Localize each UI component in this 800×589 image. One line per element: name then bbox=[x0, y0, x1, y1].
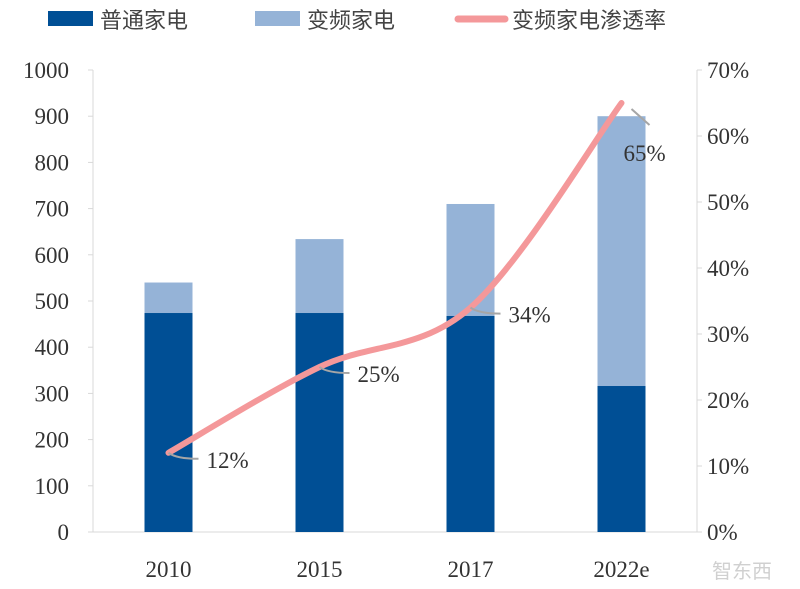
legend-label: 普通家电 bbox=[100, 9, 188, 34]
y-tick-label: 200 bbox=[35, 428, 70, 453]
bar-inverter bbox=[597, 116, 646, 387]
y2-tick-label: 10% bbox=[707, 454, 749, 479]
y2-tick-label: 60% bbox=[707, 124, 749, 149]
y-tick-label: 500 bbox=[35, 289, 70, 314]
legend-label: 变频家电渗透率 bbox=[512, 9, 666, 34]
legend-label: 变频家电 bbox=[307, 9, 395, 34]
y-tick-label: 900 bbox=[35, 104, 70, 129]
y2-tick-label: 50% bbox=[707, 190, 749, 215]
bar-inverter bbox=[144, 282, 193, 314]
x-tick-label: 2017 bbox=[448, 557, 494, 582]
y2-tick-label: 40% bbox=[707, 256, 749, 281]
bar-regular bbox=[446, 315, 495, 532]
x-tick-label: 2010 bbox=[146, 557, 192, 582]
watermark-logo: 智东西 bbox=[712, 559, 772, 583]
y-tick-label: 800 bbox=[35, 150, 70, 175]
y-tick-label: 600 bbox=[35, 243, 70, 268]
bar-regular bbox=[144, 313, 193, 532]
bar-regular bbox=[295, 313, 344, 532]
legend-swatch bbox=[255, 11, 300, 26]
data-label: 65% bbox=[624, 141, 666, 166]
bar-inverter bbox=[295, 239, 344, 314]
y-tick-label: 0 bbox=[58, 520, 70, 545]
legend-swatch bbox=[48, 11, 93, 26]
data-label-leader bbox=[167, 451, 199, 460]
y2-tick-label: 0% bbox=[707, 520, 738, 545]
data-label-leader bbox=[318, 366, 350, 374]
y-tick-label: 700 bbox=[35, 197, 70, 222]
data-label: 25% bbox=[358, 362, 400, 387]
x-tick-label: 2022e bbox=[593, 557, 649, 582]
y-tick-label: 1000 bbox=[23, 58, 69, 83]
data-label: 12% bbox=[207, 448, 249, 473]
penetration-rate-line bbox=[165, 100, 625, 456]
data-label-leader bbox=[469, 306, 501, 315]
x-tick-label: 2015 bbox=[297, 557, 343, 582]
y2-tick-label: 20% bbox=[707, 388, 749, 413]
data-label: 34% bbox=[509, 303, 551, 328]
y-tick-label: 400 bbox=[35, 335, 70, 360]
y-tick-label: 100 bbox=[35, 474, 70, 499]
y2-tick-label: 70% bbox=[707, 58, 749, 83]
data-label-leader bbox=[630, 108, 651, 126]
bar-inverter bbox=[446, 203, 495, 316]
bar-regular bbox=[597, 386, 646, 532]
y-tick-label: 300 bbox=[35, 381, 70, 406]
y2-tick-label: 30% bbox=[707, 322, 749, 347]
